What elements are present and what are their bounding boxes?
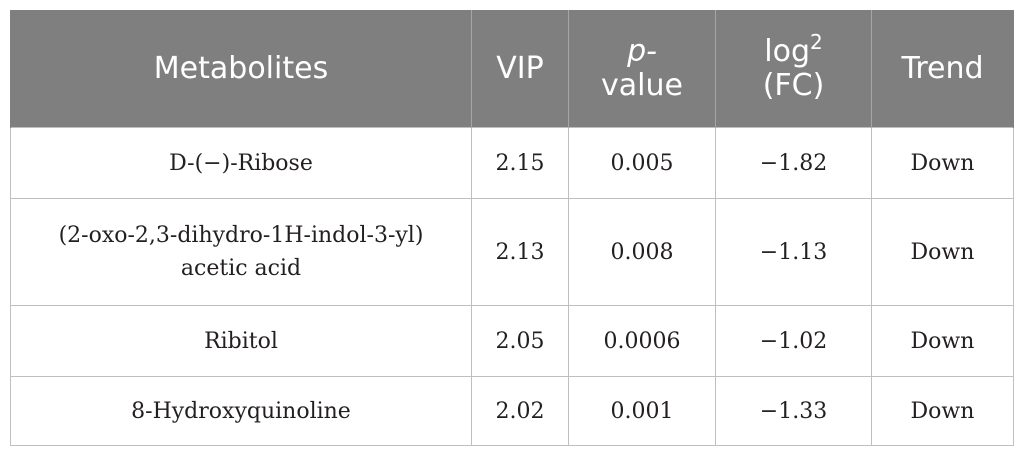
cell-vip: 2.13	[471, 198, 569, 306]
cell-trend: Down	[871, 305, 1014, 377]
cell-trend: Down	[871, 376, 1014, 446]
cell-pvalue: 0.0006	[568, 305, 716, 377]
cell-metabolite: D-(−)-Ribose	[10, 127, 472, 199]
header-trend: Trend	[871, 10, 1014, 128]
cell-metabolite: 8-Hydroxyquinoline	[10, 376, 472, 446]
cell-metabolite: Ribitol	[10, 305, 472, 377]
cell-log2fc: −1.33	[715, 376, 872, 446]
header-pvalue: p- value	[568, 10, 716, 128]
header-vip: VIP	[471, 10, 569, 128]
metabolites-table: Metabolites VIP p- value log2 (FC) Trend…	[10, 10, 1014, 446]
table-row: (2-oxo-2,3-dihydro-1H-indol-3-yl) acetic…	[10, 198, 1014, 306]
cell-pvalue: 0.005	[568, 127, 716, 199]
metabolite-name: 8-Hydroxyquinoline	[131, 398, 351, 424]
header-log2fc: log2 (FC)	[715, 10, 872, 128]
table-row: Ribitol 2.05 0.0006 −1.02 Down	[10, 305, 1014, 377]
header-pvalue-value: value	[601, 68, 683, 103]
cell-trend: Down	[871, 127, 1014, 199]
cell-vip: 2.15	[471, 127, 569, 199]
metabolite-name-line1: (2-oxo-2,3-dihydro-1H-indol-3-yl)	[58, 223, 424, 248]
cell-vip: 2.02	[471, 376, 569, 446]
cell-pvalue: 0.008	[568, 198, 716, 306]
header-pvalue-p: p-	[627, 34, 657, 69]
header-log-text: log	[764, 34, 810, 69]
cell-log2fc: −1.82	[715, 127, 872, 199]
cell-vip: 2.05	[471, 305, 569, 377]
header-row: Metabolites VIP p- value log2 (FC) Trend	[10, 10, 1014, 128]
header-log-fc: (FC)	[762, 68, 825, 103]
table-header: Metabolites VIP p- value log2 (FC) Trend	[10, 10, 1014, 128]
table-row: 8-Hydroxyquinoline 2.02 0.001 −1.33 Down	[10, 376, 1014, 446]
cell-log2fc: −1.02	[715, 305, 872, 377]
metabolites-table-container: Metabolites VIP p- value log2 (FC) Trend…	[10, 10, 1014, 446]
cell-pvalue: 0.001	[568, 376, 716, 446]
header-log-superscript: 2	[810, 30, 823, 54]
table-row: D-(−)-Ribose 2.15 0.005 −1.82 Down	[10, 127, 1014, 199]
cell-trend: Down	[871, 198, 1014, 306]
cell-metabolite: (2-oxo-2,3-dihydro-1H-indol-3-yl) acetic…	[10, 198, 472, 306]
metabolite-name: D-(−)-Ribose	[169, 150, 313, 176]
header-log-line: log2	[722, 32, 865, 69]
header-metabolites: Metabolites	[10, 10, 472, 128]
metabolite-name: Ribitol	[204, 328, 278, 354]
table-body: D-(−)-Ribose 2.15 0.005 −1.82 Down (2-ox…	[10, 127, 1014, 446]
metabolite-name-line2: acetic acid	[180, 256, 302, 281]
cell-log2fc: −1.13	[715, 198, 872, 306]
